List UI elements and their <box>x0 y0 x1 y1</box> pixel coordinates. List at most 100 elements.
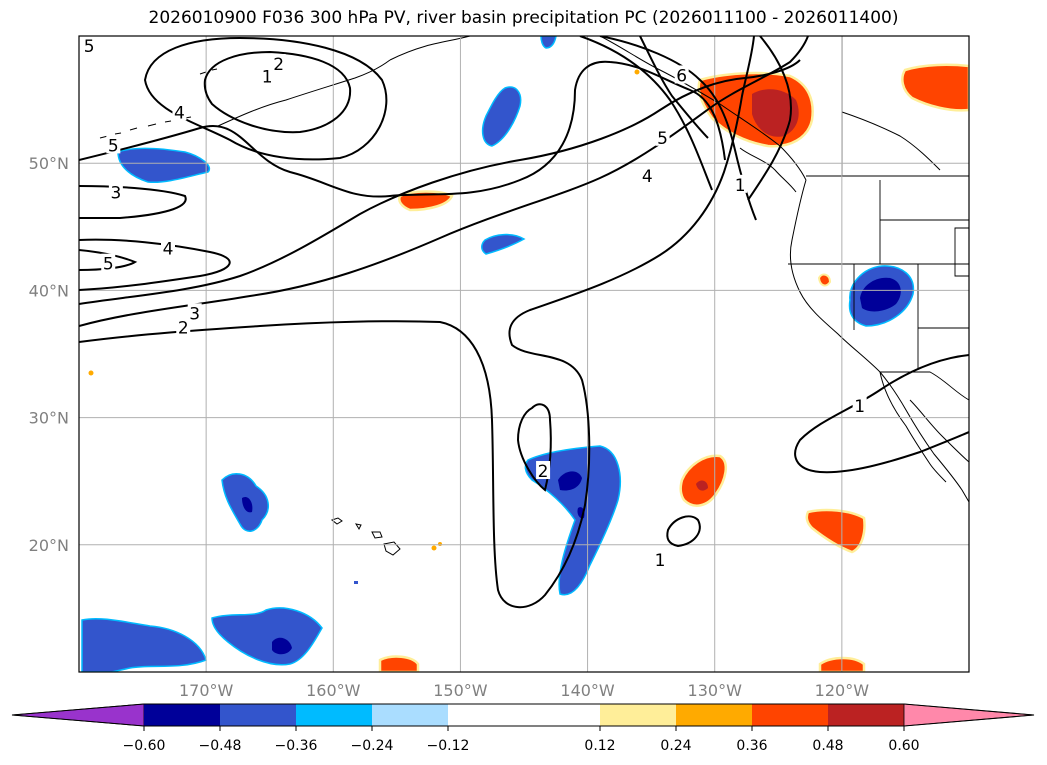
longitude-ticks: 170°W 160°W 150°W 140°W 130°W 120°W <box>179 681 869 700</box>
coast-alaska-main <box>389 36 471 61</box>
pv-contour-1-trough <box>79 36 755 609</box>
lon-tick-label: 140°W <box>560 681 615 700</box>
colorbar-bin <box>828 704 904 726</box>
colorbar-tick-label: −0.60 <box>123 738 166 754</box>
pv-contours <box>79 36 969 609</box>
pv-contour-6 <box>639 36 709 139</box>
colorbar-bin <box>144 704 220 726</box>
pos-speck-5 <box>634 69 640 75</box>
pv-contour-label: 3 <box>110 183 121 203</box>
colorbar-tick-label: 0.36 <box>736 738 767 754</box>
neg-region-south-west-2 <box>211 607 323 666</box>
pv-label-backing <box>852 396 867 415</box>
pv-label-backing <box>271 53 286 72</box>
hawaii-2 <box>354 523 362 531</box>
pv-label-backing <box>260 66 275 85</box>
colorbar-tick-label: 0.12 <box>584 738 615 754</box>
colorbar-tick-label: 0.48 <box>812 738 843 754</box>
lon-tick-label: 120°W <box>815 681 870 700</box>
colorbar-tick-label: 0.60 <box>888 738 919 754</box>
pv-label-backing <box>653 550 668 569</box>
coast-bc-islands <box>739 147 797 193</box>
pv-contour-label: 2 <box>178 318 189 338</box>
pv-label-backing <box>106 135 121 154</box>
pv-contour-label: 1 <box>735 176 746 196</box>
colorbar-extend-low <box>11 703 145 727</box>
pv-contour-label: 6 <box>676 66 687 86</box>
pv-contour-3-long <box>79 59 801 305</box>
pv-contour-lower-band <box>79 60 726 198</box>
neg-speck <box>354 581 358 584</box>
colorbar-extend-high <box>903 703 1035 727</box>
pv-contour-label: 3 <box>189 304 200 324</box>
pv-label-backing <box>640 165 655 184</box>
colorbar-bin <box>676 704 752 726</box>
pv-contour-label: 1 <box>655 551 666 571</box>
lon-tick-label: 170°W <box>179 681 234 700</box>
colorbar-bin <box>600 704 676 726</box>
border-us-mexico <box>880 371 969 401</box>
colorbar-ticks: −0.60 −0.48 −0.36 −0.24 −0.12 0.12 0.24 0.36 0.4… <box>123 726 920 754</box>
hawaii-1 <box>330 517 343 525</box>
colorbar-tick-label: −0.48 <box>199 738 242 754</box>
pv-label-backing <box>655 127 670 146</box>
pv-contour-3-west <box>79 185 187 219</box>
pv-label-backing <box>108 182 123 201</box>
graticule <box>79 36 969 672</box>
pv-contour-label: 5 <box>108 136 119 156</box>
precip-anomaly-fill <box>81 36 969 672</box>
coast-baja <box>879 371 947 483</box>
pos-region-south-1 <box>378 655 420 672</box>
colorbar-bin <box>372 704 448 726</box>
pv-label-backing <box>172 102 187 121</box>
pv-label-backing <box>733 174 748 193</box>
colorbar-tick-label: −0.12 <box>427 738 470 754</box>
neg-region-south-west-1 <box>81 617 207 672</box>
colorbar-bin <box>220 704 296 726</box>
pv-label-backing <box>536 461 551 480</box>
lon-tick-label: 160°W <box>306 681 361 700</box>
pv-contour-label: 5 <box>657 129 668 149</box>
colorbar-tick-label: 0.24 <box>660 738 691 754</box>
pv-contour-4-west <box>79 238 231 291</box>
pv-contour-1-east <box>747 36 792 201</box>
lat-tick-label: 20°N <box>29 536 69 555</box>
neg-region-gulf-alaska <box>481 86 522 147</box>
coast-alaska-peninsula <box>217 59 391 127</box>
pv-label-backing <box>82 36 97 55</box>
pv-contour-label: 5 <box>103 255 114 275</box>
pv-label-backing <box>187 303 202 322</box>
pv-contour-label: 1 <box>854 397 865 417</box>
pv-contour-label: 4 <box>642 167 653 187</box>
pos-speck-4 <box>438 542 442 546</box>
neg-region-aleutian <box>117 147 211 184</box>
pos-region-canadian-prairies <box>901 63 969 112</box>
neg-region-top-streak <box>540 36 557 49</box>
lat-tick-label: 30°N <box>29 409 69 428</box>
coast-gulf-california <box>909 399 969 463</box>
neg-core-california <box>860 277 901 312</box>
pv-label-backing <box>674 65 689 84</box>
neg-core-subtropical-east <box>558 471 582 491</box>
pv-contour-1-small <box>666 515 701 548</box>
latitude-ticks: 50°N 40°N 30°N 20°N <box>29 154 69 555</box>
pv-contour-2-north <box>143 36 388 161</box>
pos-region-gulf-small <box>398 190 454 212</box>
lon-tick-label: 150°W <box>433 681 488 700</box>
coast-alaska-panhandle <box>599 36 807 181</box>
pos-core-baja-offshore <box>696 480 708 491</box>
colorbar-bin <box>752 704 828 726</box>
colorbar-tick-label: −0.24 <box>351 738 394 754</box>
colorbar-bin <box>448 704 600 726</box>
plot-frame <box>78 35 970 673</box>
colorbar <box>11 703 1035 727</box>
pv-contour-2-long <box>79 36 809 327</box>
pos-core-british-columbia <box>752 89 799 137</box>
pv-contour-label: 2 <box>273 55 284 75</box>
lat-tick-label: 40°N <box>29 281 69 300</box>
lon-tick-label: 130°W <box>688 681 743 700</box>
pv-contour-1-north <box>203 50 352 134</box>
pos-region-mexico-pacific <box>805 508 866 554</box>
